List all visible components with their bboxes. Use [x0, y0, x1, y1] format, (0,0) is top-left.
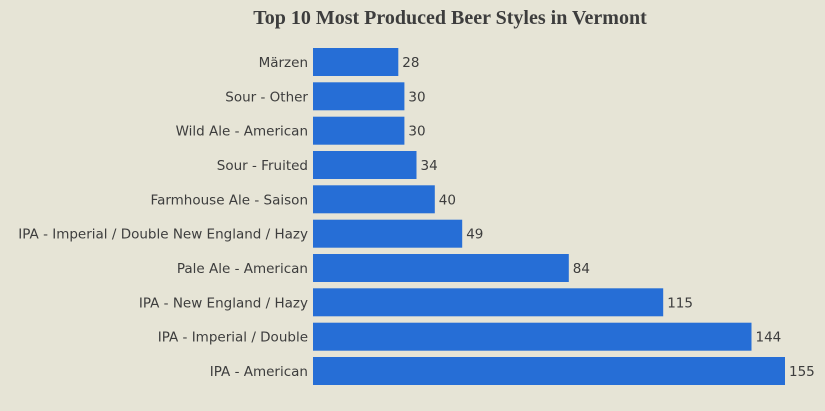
- bars-layer: [313, 48, 785, 385]
- value-label: 40: [439, 192, 456, 208]
- value-labels: 28 30 30 34 40 49 84 115 144 155: [402, 55, 814, 380]
- chart-title: Top 10 Most Produced Beer Styles in Verm…: [253, 7, 647, 29]
- bar: [313, 185, 435, 214]
- value-label: 115: [667, 295, 693, 311]
- value-label: 84: [573, 261, 590, 277]
- bar: [313, 116, 405, 145]
- bar: [313, 219, 463, 248]
- value-label: 155: [789, 364, 815, 380]
- value-label: 34: [421, 158, 438, 174]
- value-label: 49: [466, 227, 483, 243]
- category-labels: Märzen Sour - Other Wild Ale - American Sou…: [18, 55, 308, 380]
- value-label: 144: [756, 330, 782, 346]
- category-label: Sour - Fruited: [217, 158, 308, 174]
- category-label: IPA - Imperial / Double: [158, 330, 308, 346]
- category-label: Pale Ale - American: [177, 261, 308, 277]
- category-label: Märzen: [259, 55, 308, 71]
- bar: [313, 82, 405, 111]
- bar: [313, 322, 752, 351]
- category-label: IPA - Imperial / Double New England / Ha…: [18, 227, 308, 243]
- category-label: Sour - Other: [225, 89, 308, 105]
- category-label: IPA - New England / Hazy: [139, 295, 308, 311]
- category-label: Farmhouse Ale - Saison: [151, 192, 308, 208]
- bar: [313, 254, 569, 282]
- category-label: IPA - American: [210, 364, 308, 380]
- bar: [313, 288, 664, 317]
- category-label: Wild Ale - American: [176, 124, 308, 140]
- bar: [313, 357, 785, 385]
- bar: [313, 48, 399, 76]
- bar: [313, 151, 417, 179]
- value-label: 30: [408, 124, 425, 140]
- value-label: 28: [402, 55, 419, 71]
- value-label: 30: [408, 89, 425, 105]
